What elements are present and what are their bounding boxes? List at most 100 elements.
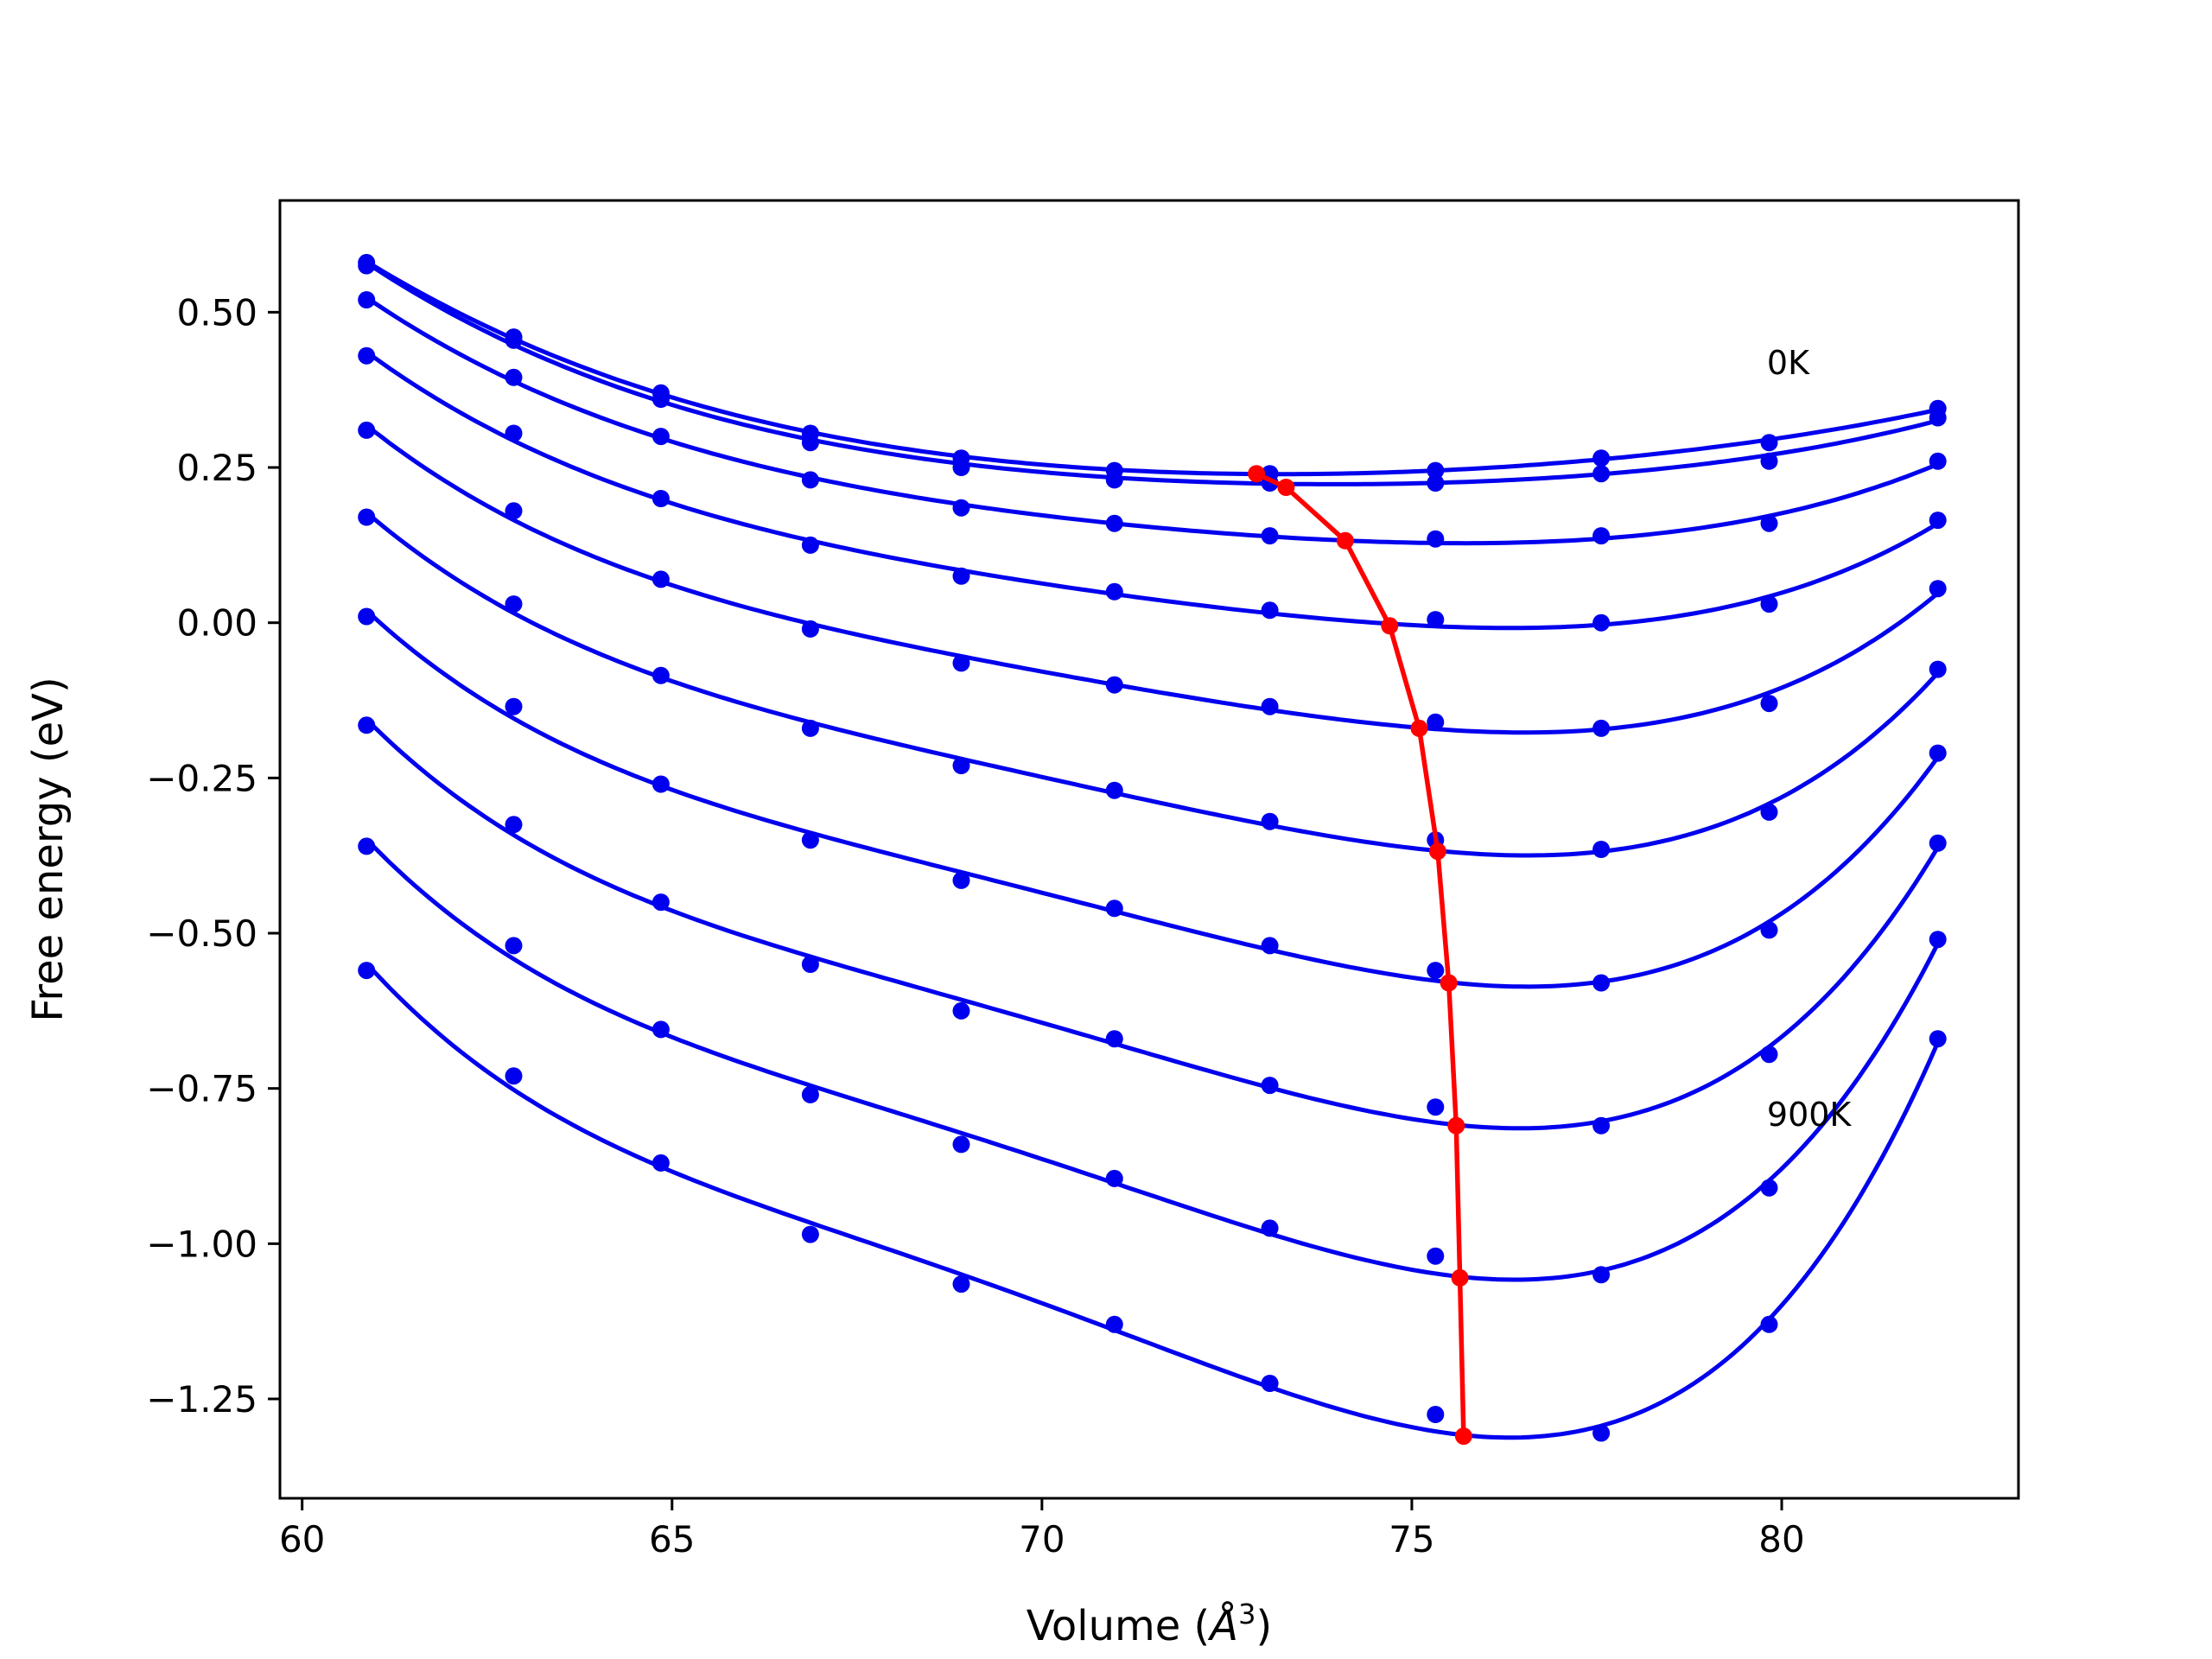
data-point xyxy=(358,291,376,308)
temperature-annotation: 0K xyxy=(1767,344,1810,382)
fit-curve xyxy=(365,962,1940,1440)
data-point xyxy=(505,816,523,834)
data-point xyxy=(1760,695,1778,713)
data-point xyxy=(1261,1219,1279,1237)
fit-curve xyxy=(365,259,1939,477)
data-point xyxy=(358,837,376,855)
data-point xyxy=(952,1001,970,1020)
minimum-point xyxy=(1248,465,1266,483)
minimum-point xyxy=(1454,1427,1472,1446)
data-point xyxy=(1760,1315,1778,1333)
data-point xyxy=(1427,962,1445,980)
data-point xyxy=(1760,595,1778,613)
data-point xyxy=(505,502,523,520)
x-tick-label: 65 xyxy=(649,1518,695,1560)
data-point xyxy=(1929,580,1947,598)
minimum-point xyxy=(1381,617,1399,635)
temperature-annotations: 0K 900K xyxy=(1767,344,1853,1134)
data-point xyxy=(1592,1266,1611,1284)
data-point xyxy=(652,570,670,588)
data-point xyxy=(952,1275,970,1294)
data-point xyxy=(505,937,523,955)
data-point xyxy=(505,424,523,442)
data-point xyxy=(1929,931,1947,949)
minimum-point xyxy=(1277,479,1295,496)
axes: 60 65 70 75 80 0.50 0.25 0.00 −0.25 −0.50 −0.75 −1.… xyxy=(146,199,2020,1560)
data-point xyxy=(1261,697,1279,715)
fit-curve xyxy=(365,837,1940,1282)
data-point xyxy=(1760,434,1778,452)
minimum-point xyxy=(1428,842,1446,861)
data-point xyxy=(1105,471,1123,489)
x-tick-label: 70 xyxy=(1019,1518,1065,1560)
data-point xyxy=(1427,474,1445,492)
y-tick-label: 0.25 xyxy=(176,447,257,489)
data-point xyxy=(801,1085,819,1103)
data-point xyxy=(1427,1247,1445,1265)
data-point xyxy=(801,956,819,973)
data-point xyxy=(1427,1098,1445,1116)
data-point xyxy=(358,716,376,734)
x-tick-label: 60 xyxy=(279,1518,325,1560)
data-point xyxy=(1760,452,1778,470)
fit-curve xyxy=(365,717,1940,1131)
y-axis-label: Free energy (eV) xyxy=(24,677,73,1021)
data-point xyxy=(1105,781,1123,799)
data-point xyxy=(1592,449,1611,467)
data-point xyxy=(1929,1030,1947,1048)
data-point xyxy=(652,775,670,793)
minimum-point xyxy=(1447,1116,1465,1135)
fit-curve xyxy=(365,296,1939,546)
x-tick-label: 80 xyxy=(1758,1518,1804,1560)
data-point xyxy=(505,697,523,715)
data-point xyxy=(505,331,523,349)
data-point xyxy=(952,871,970,889)
data-point xyxy=(652,893,670,912)
data-point xyxy=(1427,1406,1445,1423)
data-point xyxy=(801,831,819,849)
data-point xyxy=(1427,713,1445,731)
data-point xyxy=(801,719,819,737)
data-point xyxy=(1427,461,1445,480)
x-axis-label: Volume (Å3) xyxy=(1027,1598,1272,1650)
data-point xyxy=(952,654,970,672)
fit-curves xyxy=(365,259,1940,1440)
data-point xyxy=(1929,452,1947,470)
data-point xyxy=(652,1154,670,1172)
fit-curve xyxy=(365,423,1940,735)
fit-curve xyxy=(365,350,1939,631)
data-point xyxy=(358,962,376,980)
plot-frame xyxy=(278,199,2020,1500)
data-point xyxy=(652,391,670,408)
data-point xyxy=(801,1225,819,1243)
data-point xyxy=(1261,1375,1279,1392)
data-point xyxy=(952,757,970,774)
data-point xyxy=(1592,613,1611,632)
data-point xyxy=(358,508,376,526)
minimum-path xyxy=(1248,465,1472,1446)
minimum-line xyxy=(1255,471,1466,1437)
y-tick-label: −1.25 xyxy=(146,1378,257,1421)
x-tick-label: 75 xyxy=(1389,1518,1434,1560)
data-point xyxy=(952,1135,970,1154)
data-point xyxy=(952,499,970,517)
data-point xyxy=(1592,719,1611,737)
fit-curve xyxy=(365,608,1940,989)
data-point xyxy=(801,536,819,554)
data-point xyxy=(652,666,670,684)
minimum-point xyxy=(1410,719,1428,737)
data-point xyxy=(1261,937,1279,955)
minimum-point xyxy=(1336,531,1354,550)
data-point xyxy=(1261,1077,1279,1095)
minimum-point xyxy=(1451,1268,1469,1287)
data-point xyxy=(801,434,819,452)
data-point xyxy=(1261,812,1279,830)
minimum-point xyxy=(1440,974,1458,992)
data-point xyxy=(358,421,376,439)
data-point xyxy=(505,595,523,613)
data-point xyxy=(1760,1179,1778,1197)
data-point xyxy=(1592,841,1611,858)
temperature-annotation: 900K xyxy=(1767,1096,1853,1134)
